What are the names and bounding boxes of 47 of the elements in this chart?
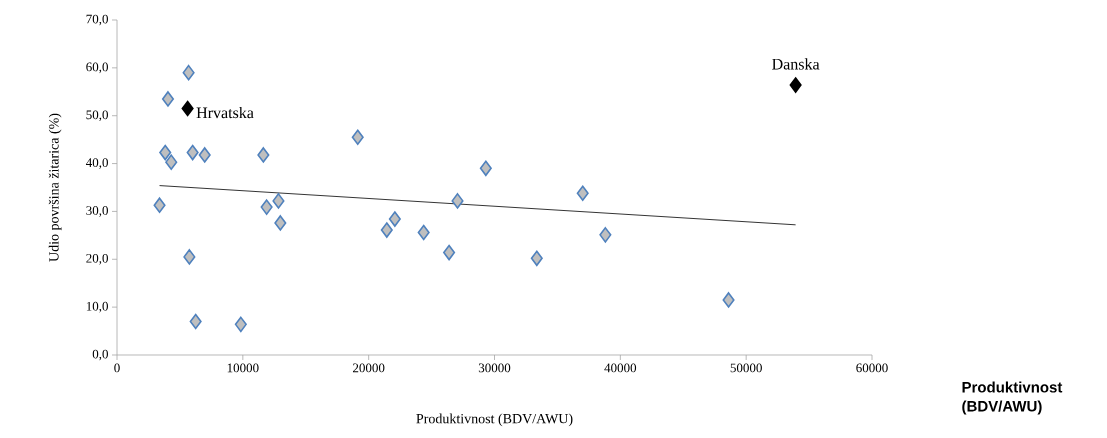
- point: [599, 227, 612, 243]
- point: [443, 244, 456, 261]
- point: [198, 147, 211, 163]
- y-tick-label: 40,0: [85, 158, 108, 169]
- x-tick-label: 20000: [352, 363, 385, 373]
- point: [161, 91, 175, 107]
- annotation: Hrvatska: [196, 106, 254, 119]
- point: [576, 185, 589, 202]
- x-axis-title: Produktivnost (BDV/AWU): [416, 413, 573, 427]
- y-tick-label: 0,0: [92, 349, 108, 361]
- x-tick-label: 0: [114, 363, 120, 373]
- point: [274, 215, 287, 231]
- point: [351, 129, 364, 146]
- y-tick-label: 70,0: [86, 14, 108, 26]
- point: [260, 199, 273, 215]
- x-tick-label: 50000: [730, 363, 762, 373]
- point: [234, 316, 247, 333]
- point: [257, 147, 270, 163]
- x-tick-label: 40000: [604, 363, 637, 373]
- y-tick-label: 10,0: [86, 301, 108, 313]
- x-tick-label: 30000: [478, 363, 511, 373]
- y-tick-label: 20,0: [86, 253, 108, 265]
- point: [181, 100, 194, 117]
- point: [451, 193, 464, 209]
- y-tick-label: 30,0: [86, 206, 108, 217]
- x-tick-label: 10000: [227, 363, 259, 373]
- point: [722, 292, 735, 308]
- y-axis-title: Udio površina žitarica (%): [48, 113, 62, 262]
- point: [380, 222, 393, 238]
- point: [183, 249, 196, 265]
- y-tick-label: 50,0: [86, 110, 108, 122]
- point: [789, 77, 802, 93]
- point: [479, 160, 492, 177]
- point: [159, 144, 172, 161]
- text: Produktivnost (BDV/AWU): [962, 381, 1063, 415]
- point: [189, 313, 202, 330]
- point: [153, 197, 166, 213]
- x-tick-label: 60000: [856, 363, 888, 373]
- point: [272, 193, 285, 209]
- point: [182, 64, 195, 81]
- y-tick-label: 60,0: [86, 62, 108, 74]
- point: [417, 224, 430, 241]
- point: [530, 250, 543, 267]
- point: [186, 144, 199, 161]
- annotation: Danska: [772, 58, 820, 70]
- point: [388, 211, 401, 227]
- point: [165, 154, 178, 170]
